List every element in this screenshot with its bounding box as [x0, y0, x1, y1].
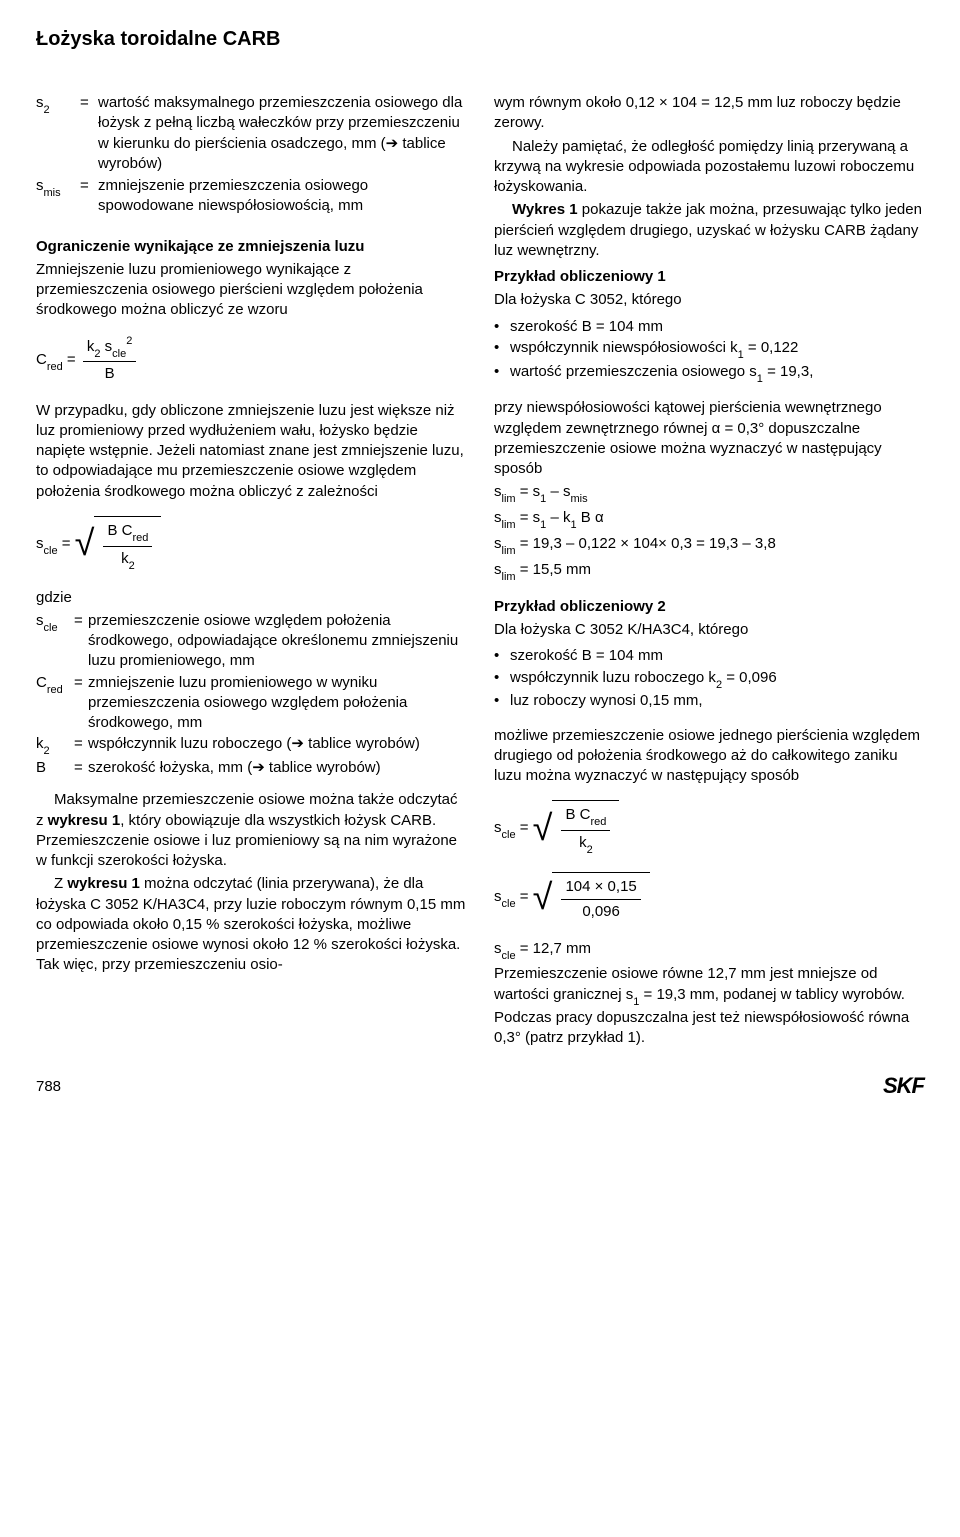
paragraph: Z wykresu 1 można odczytać (linia przery…: [36, 874, 466, 975]
paragraph: W przypadku, gdy obliczone zmniejszenie …: [36, 401, 466, 502]
paragraph: Maksymalne przemieszczenie osiowe można …: [36, 790, 466, 871]
variable-definitions: s2=wartość maksymalnego przemieszczenia …: [36, 93, 466, 231]
where-row: B=szerokość łożyska, mm (➔ tablice wyrob…: [36, 758, 466, 778]
equation-line: slim = s1 – k1 B α: [494, 508, 924, 531]
example-intro: Dla łożyska C 3052 K/HA3C4, którego: [494, 620, 924, 640]
paragraph: Wykres 1 pokazuje także jak można, przes…: [494, 200, 924, 261]
page-number: 788: [36, 1078, 61, 1095]
continuation-text: wym równym około 0,12 × 104 = 12,5 mm lu…: [494, 93, 924, 134]
bullet-item: •szerokość B = 104 mm: [494, 646, 924, 666]
where-definitions: scle=przemieszczenie osiowe względem poł…: [36, 611, 466, 779]
bullet-item: •wartość przemieszczenia osiowego s1 = 1…: [494, 362, 924, 385]
paragraph: przy niewspółosiowości kątowej pierścien…: [494, 398, 924, 479]
where-row: scle=przemieszczenie osiowe względem poł…: [36, 611, 466, 672]
where-row: k2=współczynnik luzu roboczego (➔ tablic…: [36, 734, 466, 757]
bullet-item: •współczynnik niewspółosiowości k1 = 0,1…: [494, 338, 924, 361]
section-text: Zmniejszenie luzu promieniowego wynikają…: [36, 260, 466, 321]
brand-logo: SKF: [883, 1073, 924, 1099]
example-intro: Dla łożyska C 3052, którego: [494, 290, 924, 310]
bullet-item: •luz roboczy wynosi 0,15 mm,: [494, 691, 924, 711]
equation-line: slim = 19,3 – 0,122 × 104× 0,3 = 19,3 – …: [494, 534, 924, 557]
conclusion: Przemieszczenie osiowe równe 12,7 mm jes…: [494, 964, 924, 1048]
bullet-item: •szerokość B = 104 mm: [494, 317, 924, 337]
example-heading: Przykład obliczeniowy 2: [494, 597, 924, 617]
right-column: wym równym około 0,12 × 104 = 12,5 mm lu…: [494, 93, 924, 1051]
bottom-paragraphs: Maksymalne przemieszczenie osiowe można …: [36, 790, 466, 975]
paragraph: możliwe przemieszczenie osiowe jednego p…: [494, 726, 924, 787]
example-heading: Przykład obliczeniowy 1: [494, 267, 924, 287]
page-title: Łożyska toroidalne CARB: [36, 28, 924, 51]
scle-formula: scle = √ B Cred k2: [36, 516, 466, 572]
scle-formula-ex2b: scle = √ 104 × 0,15 0,096: [494, 872, 924, 923]
definition-row: smis=zmniejszenie przemieszczenia osiowe…: [36, 176, 466, 217]
equation-line: slim = s1 – smis: [494, 482, 924, 505]
bullet-item: •współczynnik luzu roboczego k2 = 0,096: [494, 668, 924, 691]
section-heading: Ograniczenie wynikające ze zmniejszenia …: [36, 237, 466, 257]
definition-row: s2=wartość maksymalnego przemieszczenia …: [36, 93, 466, 174]
left-column: s2=wartość maksymalnego przemieszczenia …: [36, 93, 466, 1051]
equation-lines: slim = s1 – smis slim = s1 – k1 B α slim =…: [494, 482, 924, 582]
bullet-list: •szerokość B = 104 mm•współczynnik luzu …: [494, 646, 924, 711]
page-footer: 788 SKF: [36, 1073, 924, 1099]
scle-formula-ex2a: scle = √ B Cred k2: [494, 800, 924, 856]
bullet-list: •szerokość B = 104 mm•współczynnik niews…: [494, 317, 924, 385]
paragraph: Należy pamiętać, że odległość pomiędzy l…: [494, 137, 924, 198]
content-columns: s2=wartość maksymalnego przemieszczenia …: [36, 93, 924, 1051]
equation-line: slim = 15,5 mm: [494, 560, 924, 583]
result: scle = 12,7 mm: [494, 939, 924, 962]
where-row: Cred=zmniejszenie luzu promieniowego w w…: [36, 673, 466, 734]
cred-formula: Cred = k2 scle2 B: [36, 335, 466, 385]
gdzie-label: gdzie: [36, 588, 466, 608]
